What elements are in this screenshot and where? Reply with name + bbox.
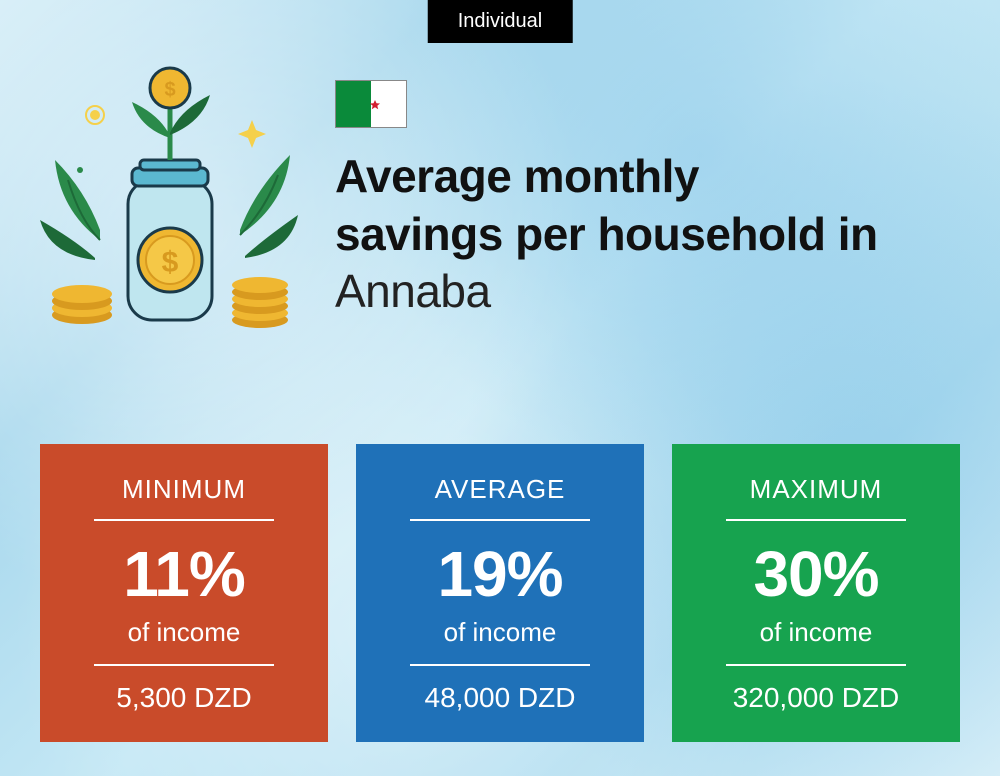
- card-sub: of income: [760, 617, 873, 648]
- title-block: Average monthly savings per household in…: [335, 60, 878, 321]
- title-city: Annaba: [335, 263, 878, 321]
- leaf-right-icon: [240, 155, 298, 258]
- card-percent: 11%: [123, 537, 245, 611]
- stat-cards: MINIMUM 11% of income 5,300 DZD AVERAGE …: [40, 444, 960, 742]
- divider: [726, 664, 906, 666]
- coin-stack-right-icon: [232, 277, 288, 328]
- svg-text:$: $: [164, 79, 175, 101]
- divider: [410, 519, 590, 521]
- card-sub: of income: [128, 617, 241, 648]
- card-label: MAXIMUM: [750, 474, 883, 505]
- title-line-2: savings per household in: [335, 206, 878, 264]
- card-amount: 5,300 DZD: [116, 682, 251, 714]
- coin-stack-left-icon: [52, 285, 112, 324]
- card-average: AVERAGE 19% of income 48,000 DZD: [356, 444, 644, 742]
- title-line-1: Average monthly: [335, 148, 878, 206]
- card-sub: of income: [444, 617, 557, 648]
- divider: [94, 664, 274, 666]
- leaf-left-icon: [40, 160, 100, 260]
- savings-jar-illustration: $ $: [40, 60, 300, 340]
- category-badge: Individual: [428, 0, 573, 43]
- card-label: AVERAGE: [435, 474, 566, 505]
- plant-icon: $: [132, 68, 210, 160]
- card-maximum: MAXIMUM 30% of income 320,000 DZD: [672, 444, 960, 742]
- header: $ $ A: [40, 60, 960, 340]
- svg-text:$: $: [162, 246, 179, 279]
- sparkle-icon: [90, 110, 100, 120]
- card-amount: 48,000 DZD: [425, 682, 576, 714]
- card-amount: 320,000 DZD: [733, 682, 900, 714]
- card-label: MINIMUM: [122, 474, 246, 505]
- divider: [726, 519, 906, 521]
- sparkle-icon: [238, 120, 266, 148]
- card-percent: 30%: [753, 537, 878, 611]
- algeria-flag-icon: [335, 80, 407, 128]
- divider: [94, 519, 274, 521]
- card-percent: 19%: [437, 537, 562, 611]
- card-minimum: MINIMUM 11% of income 5,300 DZD: [40, 444, 328, 742]
- page-title: Average monthly savings per household in…: [335, 148, 878, 321]
- jar-icon: $: [128, 160, 212, 320]
- divider: [410, 664, 590, 666]
